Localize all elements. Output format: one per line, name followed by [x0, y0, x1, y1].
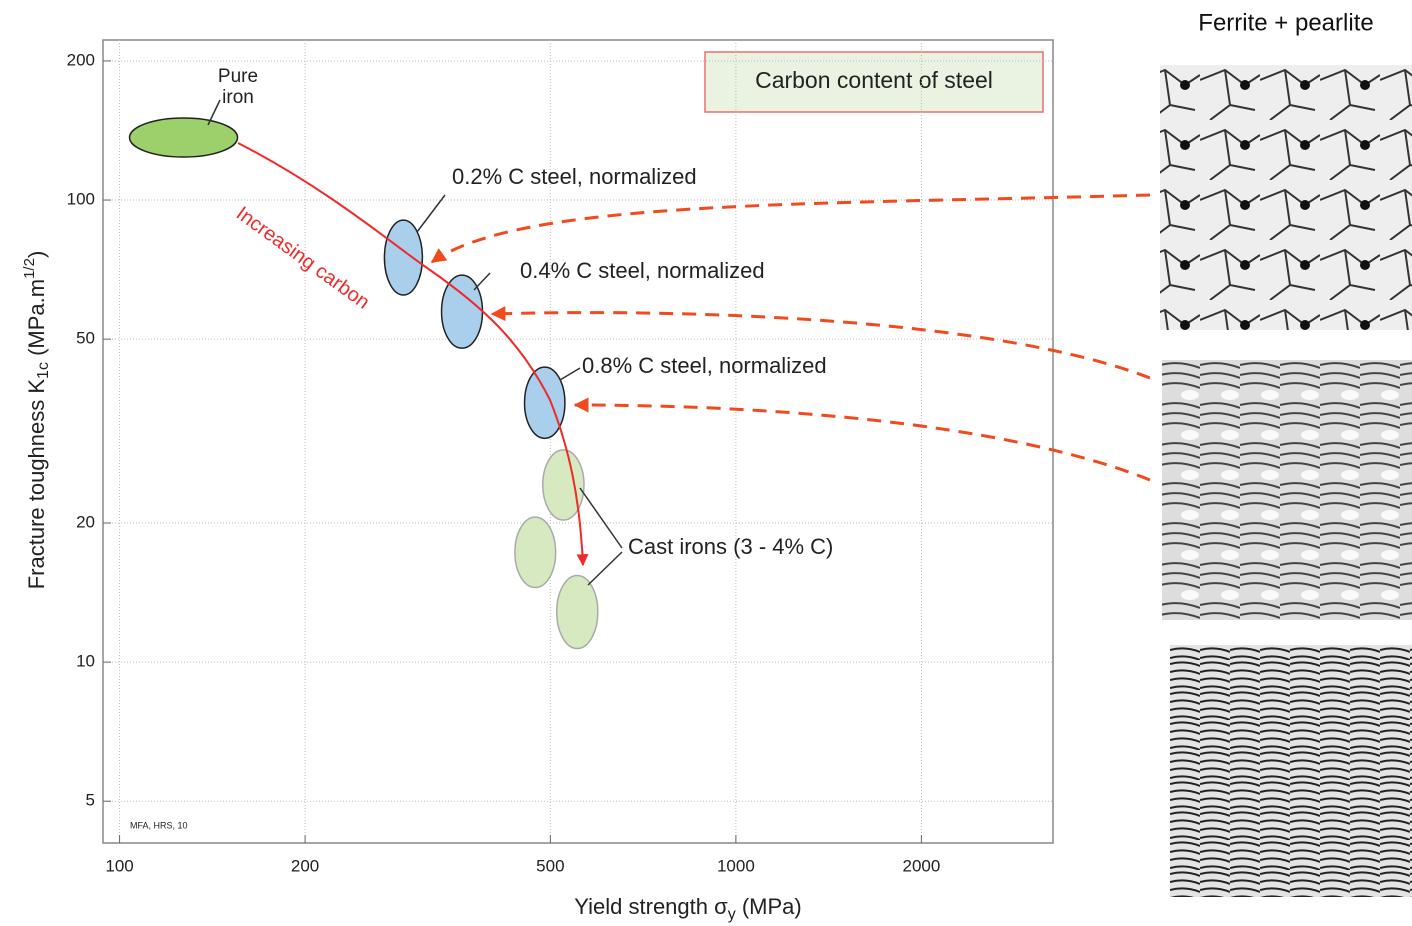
y-tick-label: 5: [86, 791, 95, 810]
x-axis-label: Yield strength σy (MPa): [574, 894, 801, 923]
annotation: Cast irons (3 - 4% C): [628, 534, 833, 559]
y-tick-label: 200: [67, 50, 95, 69]
annotation: 0.4% C steel, normalized: [520, 258, 765, 283]
region: [514, 516, 557, 589]
region: [523, 366, 566, 440]
info-box-label: Carbon content of steel: [755, 67, 993, 93]
micrograph: [1170, 645, 1412, 897]
y-label-part: ): [24, 251, 49, 258]
y-label-sub: 1c: [35, 362, 52, 379]
leader: [579, 487, 623, 586]
link-arrow: [430, 193, 1151, 264]
link-arrow: [490, 306, 1151, 380]
link-arrow: [573, 397, 1151, 482]
y-axis-label: Fracture toughness K1c (MPa.m1/2): [21, 251, 52, 590]
x-label-part: Yield strength σ: [574, 894, 728, 919]
x-tick-label: 1000: [717, 856, 755, 875]
region: [541, 449, 585, 521]
x-tick-label: 500: [536, 856, 564, 875]
x-tick-label: 100: [105, 856, 133, 875]
plot-frame: [102, 39, 1054, 844]
annotation: 0.8% C steel, normalized: [582, 353, 827, 378]
y-tick-label: 50: [76, 329, 95, 348]
region: [383, 219, 424, 296]
micrograph: [1160, 65, 1412, 330]
leader: [207, 99, 221, 126]
trend-arrow: [237, 142, 589, 567]
x-tick-label: 200: [291, 856, 319, 875]
x-tick-label: 2000: [902, 856, 940, 875]
leader: [473, 272, 491, 291]
x-label-part: (MPa): [736, 894, 802, 919]
leader: [559, 367, 581, 381]
annotation: Pure iron: [217, 66, 259, 108]
micrograph: [1162, 360, 1412, 620]
marks: [103, 40, 1053, 843]
annotation: 0.2% C steel, normalized: [452, 164, 697, 189]
y-tick-label: 100: [67, 190, 95, 209]
y-tick-label: 10: [76, 652, 95, 671]
region: [128, 117, 239, 158]
y-label-part: (MPa.m: [24, 279, 49, 362]
leader: [416, 194, 446, 233]
y-label-part: Fracture toughness K: [24, 379, 49, 590]
x-label-sub: y: [728, 906, 736, 923]
y-tick-label: 20: [76, 512, 95, 531]
region: [440, 274, 484, 349]
side-title: Ferrite + pearlite: [1198, 9, 1373, 36]
region: [555, 574, 599, 650]
info-box: [704, 51, 1044, 113]
credit: MFA, HRS, 10: [130, 820, 188, 830]
y-label-sup: 1/2: [21, 258, 38, 279]
